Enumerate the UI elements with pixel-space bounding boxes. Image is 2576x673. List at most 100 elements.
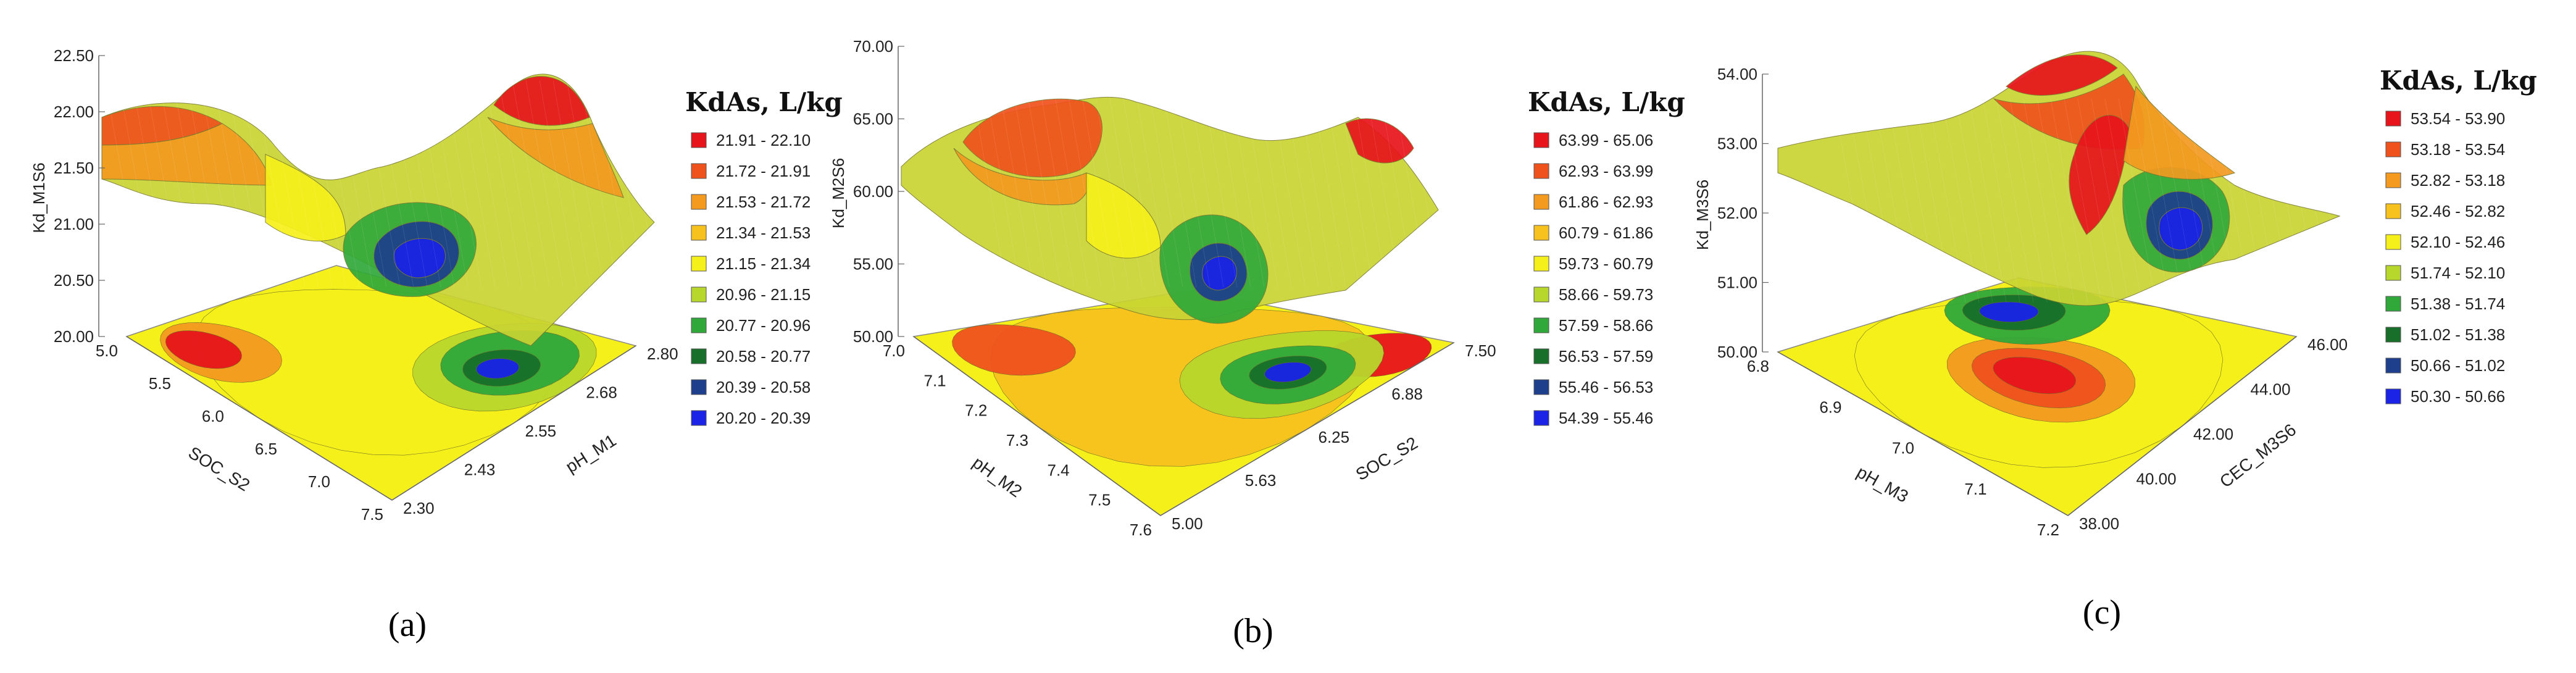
- z-tick-label: 65.00: [853, 110, 893, 128]
- x-tick-label: 5.0: [96, 341, 118, 360]
- mesh-line: [2159, 98, 2197, 303]
- mesh-line: [2227, 98, 2265, 303]
- legend-swatch: [1533, 317, 1549, 333]
- y-tick-label: 2.80: [647, 345, 678, 363]
- y-tick-label: 38.00: [2079, 514, 2119, 533]
- surface-patch: [487, 117, 624, 198]
- surface-patch: [1086, 172, 1161, 259]
- legend-item-label: 50.30 - 50.66: [2411, 387, 2505, 406]
- z-axis-title: Kd_M1S6: [30, 162, 48, 233]
- x-axis-title: SOC_S2: [185, 443, 253, 495]
- legend-swatch: [2385, 296, 2401, 312]
- mesh-line: [2308, 98, 2346, 303]
- mesh-line: [471, 80, 509, 288]
- mesh-line: [457, 80, 496, 288]
- mesh-line: [2036, 98, 2075, 303]
- mesh-line: [2240, 98, 2278, 303]
- mesh-line: [2186, 98, 2224, 303]
- x-tick-label: 7.4: [1048, 461, 1070, 479]
- mesh-line: [281, 80, 319, 288]
- panel-caption: (b): [1233, 612, 1273, 650]
- y-tick-label: 2.55: [525, 422, 557, 440]
- mesh-line: [2322, 98, 2360, 303]
- y-tick-label: 44.00: [2251, 380, 2291, 399]
- legend-swatch: [691, 163, 707, 179]
- surface-mesh: [101, 73, 672, 346]
- surface-patch: [393, 238, 446, 278]
- mesh-line: [172, 80, 210, 288]
- mesh-line: [1064, 70, 1102, 288]
- mesh-line: [1887, 98, 1925, 303]
- x-tick-label: 7.2: [965, 401, 987, 420]
- mesh-line: [213, 80, 251, 288]
- y-axis-line: [2067, 336, 2297, 516]
- legend-swatch: [2385, 388, 2401, 404]
- mesh-line: [634, 80, 672, 288]
- mesh-line: [2349, 98, 2387, 303]
- x-tick-label: 6.5: [255, 440, 277, 458]
- y-axis-title: pH_M1: [562, 430, 620, 476]
- y-tick-label: 42.00: [2193, 425, 2233, 443]
- mesh-line: [308, 80, 346, 288]
- mesh-line: [1901, 98, 1939, 303]
- mesh-line: [444, 80, 482, 288]
- z-tick-label: 51.00: [1717, 274, 1757, 292]
- mesh-line: [1349, 70, 1387, 288]
- chart-panel-3: 54.00 53.00 52.00 51.00 50.00 Kd_M3S6 6.8 6.9 7.…: [1693, 51, 2537, 632]
- mesh-line: [1132, 70, 1170, 288]
- mesh-line: [1227, 70, 1265, 288]
- contour-region: [476, 358, 520, 379]
- mesh-line: [1996, 98, 2034, 303]
- y-tick-label: 40.00: [2136, 470, 2177, 488]
- mesh-line: [1213, 70, 1251, 288]
- legend-swatch: [691, 256, 707, 272]
- z-tick-label: 21.00: [54, 215, 94, 233]
- y-tick-label: 46.00: [2307, 335, 2348, 354]
- mesh-line: [267, 80, 306, 288]
- mesh-line: [969, 70, 1007, 288]
- legend-swatch: [691, 225, 707, 241]
- legend-swatch: [691, 379, 707, 395]
- y-tick-label: 6.25: [1319, 428, 1350, 446]
- legend-swatch: [691, 286, 707, 303]
- y-tick-label: 2.68: [586, 383, 617, 402]
- mesh-line: [2295, 98, 2333, 303]
- legend-title: KdAs, L/kg: [1528, 87, 1685, 117]
- z-tick-label: 22.50: [54, 46, 94, 65]
- legend-item-label: 51.38 - 51.74: [2411, 295, 2505, 313]
- mesh-line: [1444, 70, 1482, 288]
- mesh-line: [1145, 70, 1183, 288]
- legend-swatch: [2385, 141, 2401, 157]
- legend-swatch: [1533, 163, 1549, 179]
- x-tick-label: 7.5: [1088, 491, 1111, 509]
- mesh-line: [525, 80, 564, 288]
- mesh-line: [2118, 98, 2156, 303]
- mesh-line: [1118, 70, 1156, 288]
- mesh-line: [2132, 98, 2170, 303]
- legend-item-label: 50.66 - 51.02: [2411, 356, 2505, 375]
- mesh-line: [1267, 70, 1306, 288]
- mesh-line: [1254, 70, 1292, 288]
- mesh-line: [2281, 98, 2319, 303]
- mesh-line: [2104, 98, 2143, 303]
- z-tick-label: 55.00: [853, 255, 893, 274]
- mesh-line: [1457, 70, 1496, 288]
- mesh-line: [254, 80, 292, 288]
- legend-swatch: [1533, 286, 1549, 303]
- y-tick-label: 5.00: [1172, 514, 1203, 533]
- mesh-line: [104, 80, 143, 288]
- legend-swatch: [2385, 203, 2401, 219]
- legend-item-label: 21.72 - 21.91: [716, 162, 811, 180]
- surface-patch: [2006, 54, 2118, 96]
- legend-swatch: [1533, 256, 1549, 272]
- mesh-line: [1322, 70, 1360, 288]
- x-tick-label: 7.6: [1130, 520, 1152, 539]
- mesh-line: [1308, 70, 1346, 288]
- mesh-line: [118, 80, 156, 288]
- x-tick-label: 7.1: [1964, 480, 1986, 498]
- legend-item-label: 20.58 - 20.77: [716, 347, 811, 366]
- mesh-line: [199, 80, 238, 288]
- legend-swatch: [1533, 348, 1549, 364]
- mesh-line: [607, 80, 645, 288]
- x-tick-label: 7.0: [1892, 439, 1914, 458]
